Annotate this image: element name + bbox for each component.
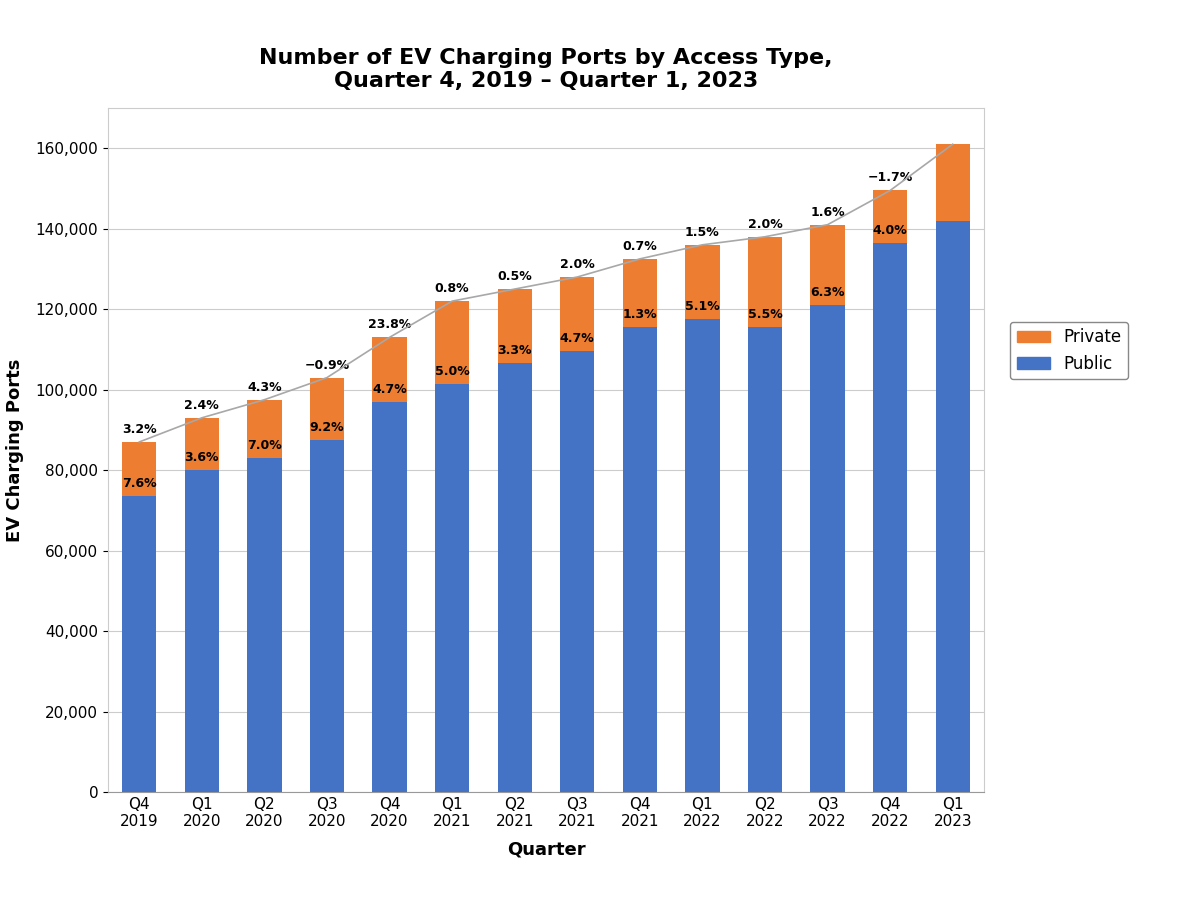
Text: 5.0%: 5.0% bbox=[434, 364, 469, 378]
Bar bbox=[247, 458, 282, 792]
Bar bbox=[185, 470, 220, 792]
Text: 4.7%: 4.7% bbox=[560, 332, 595, 346]
Text: 4.7%: 4.7% bbox=[372, 382, 407, 396]
Text: 2.0%: 2.0% bbox=[748, 218, 782, 230]
Bar bbox=[434, 302, 469, 383]
Bar bbox=[685, 245, 720, 320]
Text: 0.8%: 0.8% bbox=[434, 282, 469, 295]
Text: 0.7%: 0.7% bbox=[623, 239, 658, 253]
Text: −1.7%: −1.7% bbox=[868, 171, 913, 184]
X-axis label: Quarter: Quarter bbox=[506, 841, 586, 859]
Bar bbox=[498, 364, 532, 792]
Text: 23.8%: 23.8% bbox=[368, 319, 412, 331]
Legend: Private, Public: Private, Public bbox=[1010, 321, 1128, 379]
Bar bbox=[560, 351, 594, 792]
Bar bbox=[685, 320, 720, 792]
Text: 4.0%: 4.0% bbox=[872, 224, 907, 237]
Bar bbox=[372, 338, 407, 401]
Text: 1.6%: 1.6% bbox=[810, 205, 845, 219]
Bar bbox=[748, 328, 782, 792]
Bar bbox=[810, 305, 845, 792]
Text: 1.3%: 1.3% bbox=[623, 308, 658, 321]
Text: 7.0%: 7.0% bbox=[247, 439, 282, 452]
Bar bbox=[623, 328, 658, 792]
Y-axis label: EV Charging Ports: EV Charging Ports bbox=[6, 358, 24, 542]
Bar bbox=[122, 442, 156, 496]
Bar bbox=[748, 237, 782, 328]
Text: 3.3%: 3.3% bbox=[498, 345, 532, 357]
Text: 5.1%: 5.1% bbox=[685, 301, 720, 313]
Text: 5.5%: 5.5% bbox=[748, 308, 782, 321]
Title: Number of EV Charging Ports by Access Type,
Quarter 4, 2019 – Quarter 1, 2023: Number of EV Charging Ports by Access Ty… bbox=[259, 48, 833, 91]
Bar bbox=[247, 400, 282, 458]
Bar bbox=[810, 225, 845, 305]
Text: 3.6%: 3.6% bbox=[185, 451, 220, 464]
Bar bbox=[936, 220, 970, 792]
Text: 4.3%: 4.3% bbox=[247, 381, 282, 393]
Text: 7.6%: 7.6% bbox=[122, 477, 156, 490]
Bar bbox=[310, 440, 344, 792]
Bar bbox=[122, 496, 156, 792]
Bar bbox=[185, 418, 220, 470]
Bar bbox=[498, 289, 532, 364]
Bar bbox=[936, 144, 970, 220]
Text: 3.2%: 3.2% bbox=[122, 423, 156, 436]
Text: 0.5%: 0.5% bbox=[497, 270, 532, 283]
Bar bbox=[372, 401, 407, 792]
Bar bbox=[872, 243, 907, 792]
Bar bbox=[310, 378, 344, 440]
Text: 9.2%: 9.2% bbox=[310, 421, 344, 434]
Bar bbox=[560, 277, 594, 351]
Bar bbox=[623, 259, 658, 328]
Text: −0.9%: −0.9% bbox=[305, 358, 349, 372]
Text: 2.0%: 2.0% bbox=[560, 258, 595, 271]
Bar bbox=[434, 383, 469, 792]
Text: 1.5%: 1.5% bbox=[685, 226, 720, 239]
Text: 2.4%: 2.4% bbox=[185, 399, 220, 412]
Text: 6.3%: 6.3% bbox=[810, 286, 845, 299]
Bar bbox=[872, 191, 907, 243]
